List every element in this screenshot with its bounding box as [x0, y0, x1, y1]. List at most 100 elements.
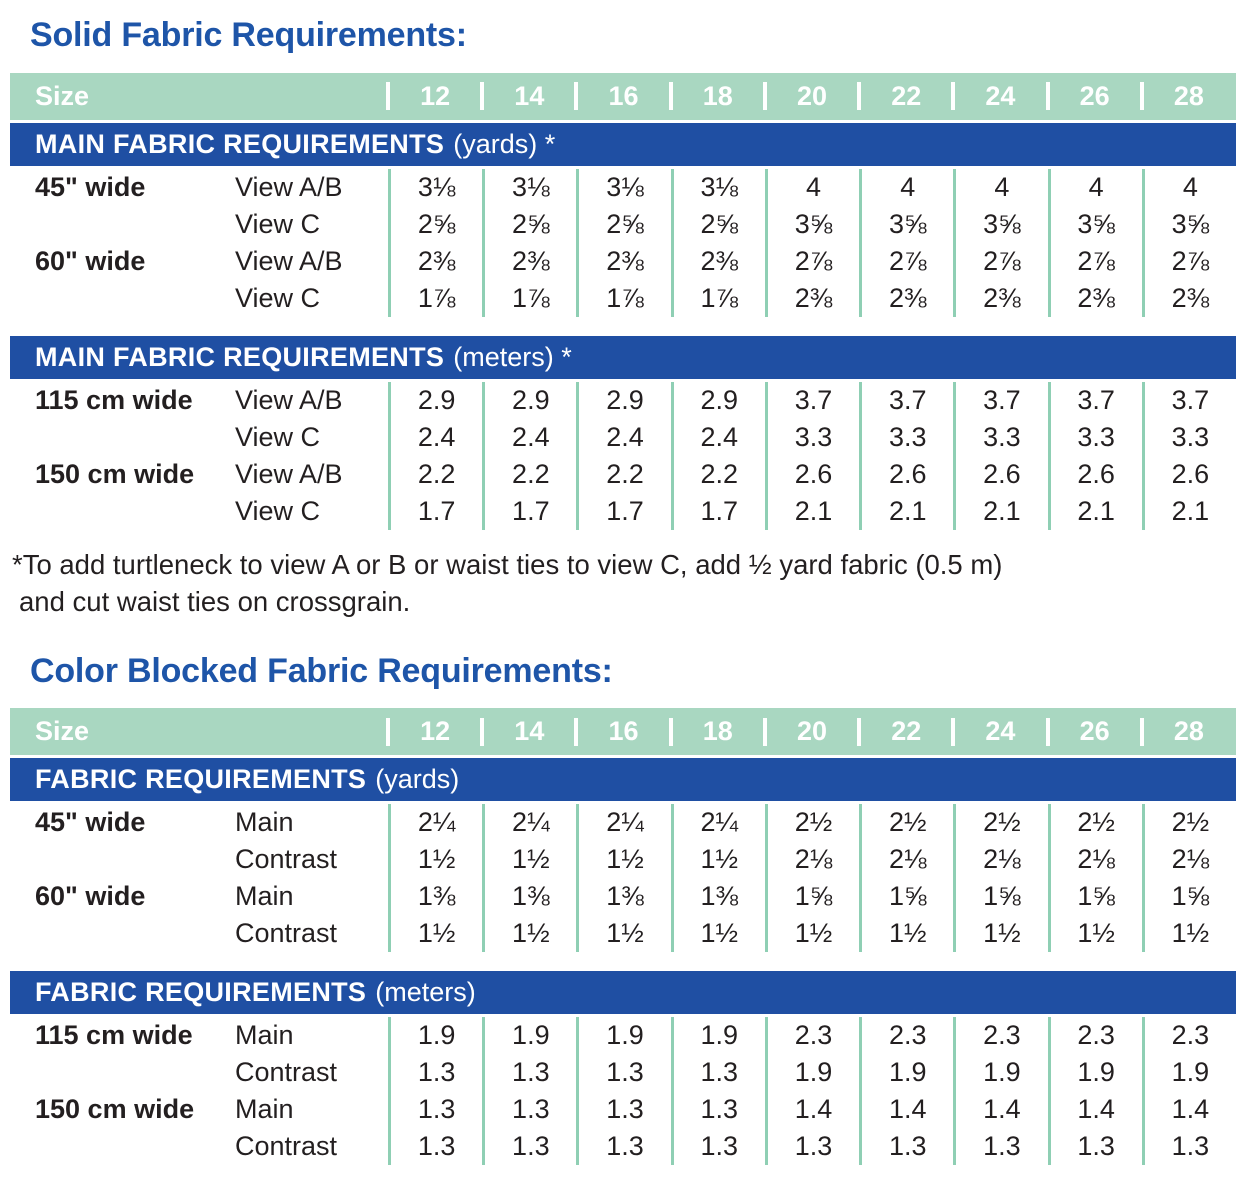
value-cell: 3.7 — [1047, 381, 1142, 419]
size-column-header: 14 — [482, 708, 576, 755]
value-cell: 3.3 — [1141, 418, 1236, 456]
size-column-header: 14 — [482, 73, 576, 120]
value-cell: 2.6 — [1047, 455, 1142, 493]
band-unit: (meters) * — [453, 341, 572, 372]
value-cell: 1.3 — [670, 1054, 765, 1091]
value-cell: 2.6 — [764, 455, 859, 493]
value-cell: 1.3 — [1047, 1128, 1142, 1165]
row-sub-label: Contrast — [235, 1131, 338, 1161]
value-cell: 2½ — [1141, 804, 1236, 841]
table-row: 150 cm wide Main 1.3 1.3 1.3 1.3 1.4 1.4 1.4 1.4 1… — [10, 1091, 1236, 1128]
section-band: MAIN FABRIC REQUIREMENTS (yards) * — [10, 122, 1236, 166]
row-group-label — [10, 1128, 235, 1165]
value-cell: 1½ — [482, 841, 576, 878]
value-cell: 3.7 — [953, 381, 1047, 419]
section-band: MAIN FABRIC REQUIREMENTS (meters) * — [10, 335, 1236, 379]
size-column-header: 24 — [953, 708, 1047, 755]
value-cell: 1⅞ — [482, 279, 576, 317]
row-sub-label: View C — [235, 495, 321, 526]
value-cell: 1.9 — [1141, 1054, 1236, 1091]
value-cell: 2⅞ — [764, 242, 859, 280]
value-cell: 1.3 — [388, 1091, 482, 1128]
value-cell: 2.2 — [482, 455, 576, 493]
value-cell: 3⅛ — [388, 168, 482, 206]
value-cell: 2.4 — [388, 418, 482, 456]
value-cell: 1.3 — [388, 1128, 482, 1165]
value-cell: 2.1 — [764, 492, 859, 530]
value-cell: 1⅞ — [670, 279, 765, 317]
row-sub-label: Main — [235, 1094, 294, 1124]
band-title: MAIN FABRIC REQUIREMENTS — [35, 341, 445, 372]
color-blocked-fabric-title: Color Blocked Fabric Requirements: — [30, 651, 613, 690]
value-cell: 2.6 — [953, 455, 1047, 493]
value-cell: 3⅝ — [859, 205, 953, 243]
value-cell: 1.9 — [482, 1017, 576, 1054]
value-cell: 1½ — [576, 915, 670, 952]
value-cell: 1.9 — [576, 1017, 670, 1054]
band-title: FABRIC REQUIREMENTS — [35, 977, 367, 1007]
value-cell: 1⅝ — [764, 878, 859, 915]
row-sub-label: View A/B — [235, 245, 343, 276]
value-cell: 1½ — [388, 915, 482, 952]
row-sub-label: Main — [235, 881, 294, 911]
value-cell: 1.3 — [576, 1054, 670, 1091]
value-cell: 1.3 — [482, 1091, 576, 1128]
value-cell: 1.3 — [482, 1054, 576, 1091]
row-group-label: 45" wide — [35, 171, 146, 202]
value-cell: 1.9 — [764, 1054, 859, 1091]
value-cell: 2⅛ — [953, 841, 1047, 878]
value-cell: 2.1 — [953, 492, 1047, 530]
value-cell: 1.3 — [953, 1128, 1047, 1165]
value-cell: 1⅜ — [388, 878, 482, 915]
value-cell: 1½ — [1141, 915, 1236, 952]
size-column-header: 18 — [671, 708, 765, 755]
table-row: 115 cm wide View A/B 2.9 2.9 2.9 2.9 3.7 3.7 3.7… — [10, 381, 1236, 419]
value-cell: 2.4 — [670, 418, 765, 456]
section-rows: 115 cm wide View A/B 2.9 2.9 2.9 2.9 3.7 3.7 3.7… — [10, 379, 1236, 534]
value-cell: 2¼ — [670, 804, 765, 841]
value-cell: 1.4 — [953, 1091, 1047, 1128]
value-cell: 4 — [859, 168, 953, 206]
value-cell: 1.3 — [576, 1091, 670, 1128]
value-cell: 1.7 — [576, 492, 670, 530]
value-cell: 1.3 — [482, 1128, 576, 1165]
value-cell: 2⅜ — [482, 242, 576, 280]
value-cell: 4 — [1047, 168, 1142, 206]
value-cell: 1½ — [953, 915, 1047, 952]
row-group-label: 115 cm wide — [35, 384, 193, 415]
row-sub-label: View A/B — [235, 171, 343, 202]
table-row: 45" wide View A/B 3⅛ 3⅛ 3⅛ 3⅛ 4 4 4 4 4 — [10, 168, 1236, 206]
value-cell: 2.1 — [1141, 492, 1236, 530]
value-cell: 2⅜ — [1047, 279, 1142, 317]
size-column-header: 26 — [1048, 73, 1142, 120]
value-cell: 1½ — [670, 915, 765, 952]
row-sub-label: Contrast — [235, 1057, 338, 1087]
value-cell: 3.7 — [859, 381, 953, 419]
value-cell: 2.2 — [576, 455, 670, 493]
table-row: View C 1.7 1.7 1.7 1.7 2.1 2.1 2.1 2.1 2.1 — [10, 492, 1236, 530]
row-group-label: 45" wide — [35, 807, 146, 837]
size-column-header: 22 — [859, 708, 953, 755]
table-row: 60" wide Main 1⅜ 1⅜ 1⅜ 1⅜ 1⅝ 1⅝ 1⅝ 1⅝ 1⅝ — [10, 878, 1236, 915]
row-group-label — [10, 1054, 235, 1091]
table-row: View C 1⅞ 1⅞ 1⅞ 1⅞ 2⅜ 2⅜ 2⅜ 2⅜ 2⅜ — [10, 279, 1236, 317]
value-cell: 2¼ — [388, 804, 482, 841]
value-cell: 2.3 — [859, 1017, 953, 1054]
row-sub-label: View A/B — [235, 384, 343, 415]
value-cell: 4 — [953, 168, 1047, 206]
row-group-label — [10, 419, 235, 456]
value-cell: 2½ — [1047, 804, 1142, 841]
value-cell: 2.3 — [1047, 1017, 1142, 1054]
value-cell: 1.9 — [670, 1017, 765, 1054]
value-cell: 2⅝ — [482, 205, 576, 243]
value-cell: 3⅝ — [953, 205, 1047, 243]
row-sub-label: View C — [235, 421, 321, 452]
value-cell: 1.3 — [859, 1128, 953, 1165]
row-sub-label: View A/B — [235, 458, 343, 489]
size-column-header: 22 — [859, 73, 953, 120]
row-sub-label: Contrast — [235, 918, 338, 948]
row-group-label — [10, 841, 235, 878]
row-group-label — [10, 493, 235, 530]
value-cell: 2⅛ — [859, 841, 953, 878]
value-cell: 1⅞ — [576, 279, 670, 317]
